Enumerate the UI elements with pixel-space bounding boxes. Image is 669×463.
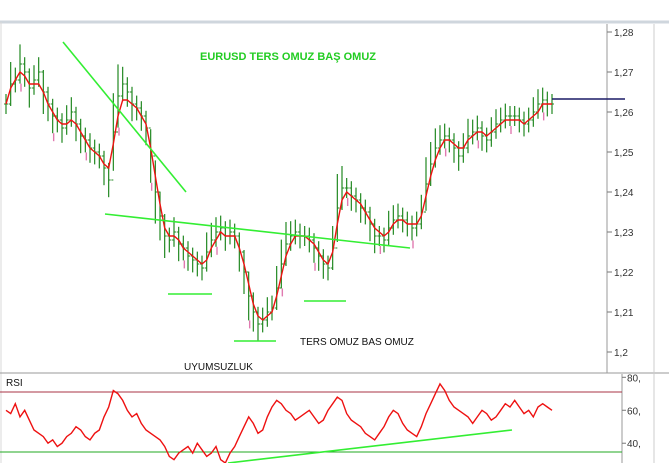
rsi-label: RSI xyxy=(6,378,23,389)
rsi-tick-label: 40, xyxy=(627,439,641,450)
price-tick-label: 1,23 xyxy=(614,228,634,239)
rsi-axis-ticks: 80, 60, 40, xyxy=(622,373,641,450)
price-tick-label: 1,2 xyxy=(614,348,628,359)
divergence-annotation: UYUMSUZLUK xyxy=(184,362,253,373)
price-tick-label: 1,21 xyxy=(614,308,634,319)
rsi-series-line xyxy=(5,382,553,463)
rsi-panel: RSI 80, 60, 40, xyxy=(0,373,641,463)
price-tick-label: 1,24 xyxy=(614,188,634,199)
pattern-annotation: TERS OMUZ BAS OMUZ xyxy=(300,337,414,348)
price-tick-label: 1,27 xyxy=(614,68,634,79)
chart-title: EURUSD TERS OMUZ BAŞ OMUZ xyxy=(200,51,376,63)
price-tick-label: 1,22 xyxy=(614,268,634,279)
price-trend-line xyxy=(5,70,552,321)
price-axis-ticks: 1,28 1,27 1,26 1,25 1,24 1,23 1,22 1,21 1,2 xyxy=(607,28,634,359)
downtrend-line xyxy=(62,41,187,193)
top-border xyxy=(0,0,669,22)
rsi-tick-label: 80, xyxy=(627,373,641,384)
price-tick-label: 1,25 xyxy=(614,148,634,159)
rsi-tick-label: 60, xyxy=(627,406,641,417)
rsi-divergence-line xyxy=(227,429,513,463)
neckline xyxy=(104,213,411,249)
price-tick-label: 1,28 xyxy=(614,28,634,39)
price-panel: 1,28 1,27 1,26 1,25 1,24 1,23 1,22 1,21 1,2 EURU… xyxy=(0,24,669,463)
price-tick-label: 1,26 xyxy=(614,108,634,119)
